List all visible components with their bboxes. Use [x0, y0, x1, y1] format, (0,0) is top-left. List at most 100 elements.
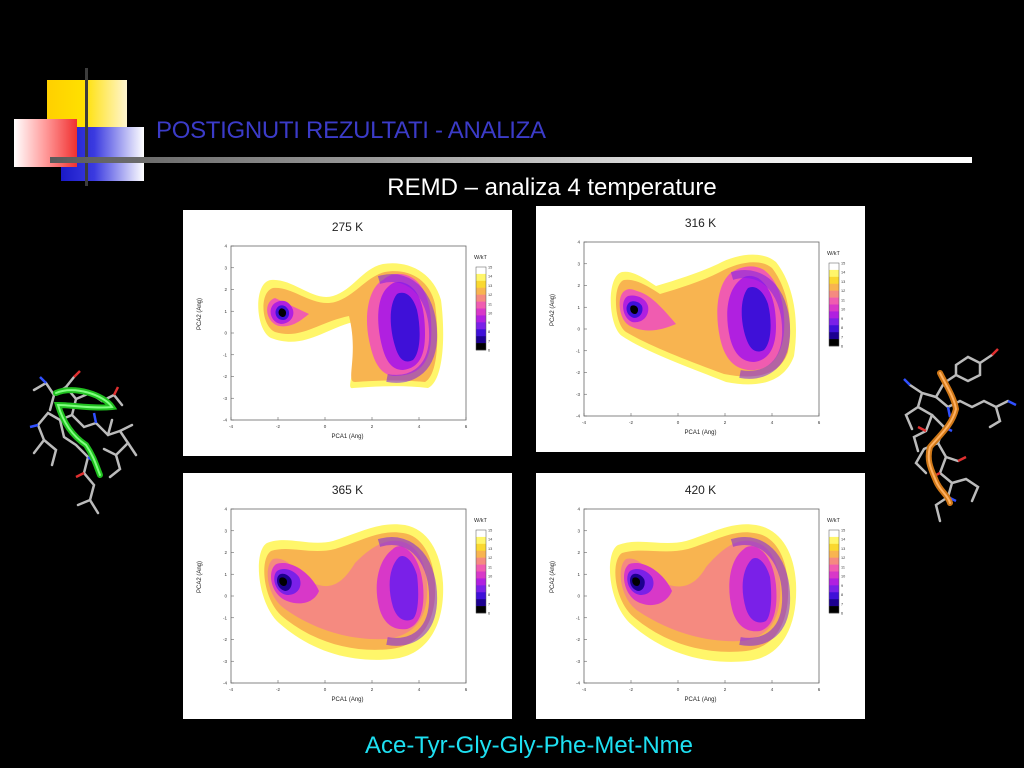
molecule-right-image: [903, 348, 1017, 523]
y-tick-label: 3: [224, 265, 227, 270]
y-tick-label: -3: [576, 659, 580, 664]
colorbar-tick-label: 10: [488, 312, 492, 316]
colorbar-swatch: [829, 276, 839, 285]
free-energy-plot: -4 -2 0 2 4 643210-1-2-3-4W/kT151413121110987…: [576, 240, 845, 426]
y-tick-label: 4: [577, 240, 580, 245]
colorbar-swatch: [476, 301, 486, 309]
panel-title: 316 K: [684, 216, 717, 230]
colorbar-tick-label: 12: [841, 556, 845, 560]
y-tick-label: -2: [576, 370, 580, 375]
y-tick-label: -3: [223, 396, 227, 401]
y-tick-label: 3: [577, 261, 580, 266]
colorbar-tick-label: 9: [488, 584, 490, 588]
y-tick-label: 2: [577, 550, 580, 555]
free-energy-plot: -4 -2 0 2 4 643210-1-2-3-4W/kT151413121110987…: [576, 507, 845, 693]
energy-contour: [730, 270, 791, 379]
colorbar-swatch: [829, 332, 839, 340]
colorbar-tick-label: 9: [488, 321, 490, 325]
colorbar-swatch: [829, 290, 839, 298]
colorbar-swatch: [829, 530, 839, 538]
colorbar-tick-label: 6: [488, 612, 490, 616]
energy-contour: [632, 577, 641, 586]
colorbar-swatch: [476, 280, 486, 289]
colorbar-swatch: [476, 550, 486, 558]
x-tick-label: 2: [724, 420, 727, 425]
y-axis-label: PCA2 (Ang): [197, 297, 203, 330]
colorbar-tick-label: 13: [488, 284, 492, 288]
colorbar-tick-label: 14: [841, 271, 845, 275]
title-rule: [50, 157, 972, 163]
colorbar-swatch: [476, 294, 486, 302]
colorbar-tick-label: 8: [841, 326, 843, 330]
panel-title: 365 K: [331, 483, 364, 497]
colorbar-tick-label: 14: [841, 538, 845, 542]
colorbar-swatch: [829, 599, 839, 607]
x-tick-label: -2: [276, 424, 280, 429]
x-tick-label: 4: [418, 424, 421, 429]
colorbar-swatch: [476, 315, 486, 323]
colorbar-swatch: [829, 339, 839, 347]
colorbar-frame: [475, 529, 487, 614]
colorbar-swatch: [829, 304, 839, 312]
colorbar-swatch: [476, 329, 486, 337]
colorbar-swatch: [476, 571, 486, 579]
slide-subtitle: REMD – analiza 4 temperature: [387, 174, 717, 201]
colorbar-tick-label: 11: [841, 565, 845, 569]
colorbar-frame: [828, 529, 840, 614]
colorbar-tick-label: 15: [841, 262, 845, 266]
colorbar-label: W/kT: [827, 251, 840, 257]
colorbar-swatch: [829, 592, 839, 600]
colorbar-tick-label: 9: [841, 317, 843, 321]
colorbar-swatch: [476, 592, 486, 600]
colorbar-tick-label: 10: [841, 308, 845, 312]
colorbar-swatch: [476, 273, 486, 282]
colorbar-swatch: [829, 543, 839, 552]
x-tick-label: 0: [324, 687, 327, 692]
y-tick-label: 0: [224, 331, 227, 336]
colorbar-swatch: [476, 322, 486, 330]
y-tick-label: 3: [224, 528, 227, 533]
y-tick-label: 0: [224, 594, 227, 599]
colorbar-swatch: [829, 311, 839, 319]
x-tick-label: -2: [629, 687, 633, 692]
colorbar-swatch: [829, 578, 839, 586]
y-tick-label: 4: [577, 507, 580, 512]
x-tick-label: 0: [677, 687, 680, 692]
energy-landscape: [258, 263, 444, 389]
colorbar-label: W/kT: [474, 518, 487, 524]
colorbar-swatch: [476, 536, 486, 545]
colorbar-swatch: [476, 564, 486, 572]
colorbar-swatch: [476, 578, 486, 586]
energy-landscape: [610, 254, 796, 385]
colorbar-label: W/kT: [827, 518, 840, 524]
colorbar-tick-label: 15: [488, 266, 492, 270]
x-tick-label: -2: [629, 420, 633, 425]
colorbar-swatch: [829, 550, 839, 558]
energy-contour: [279, 577, 288, 586]
x-tick-label: -4: [229, 424, 233, 429]
colorbar-swatch: [476, 606, 486, 614]
colorbar-tick-label: 15: [841, 529, 845, 533]
colorbar-swatch: [476, 557, 486, 565]
colorbar-tick-label: 7: [841, 335, 843, 339]
y-axis-label: PCA2 (Ang): [197, 560, 203, 593]
x-tick-label: -2: [276, 687, 280, 692]
panel-316k: -4 -2 0 2 4 6 4 3 2 1 0 -1 -2 -3 -4 W/kT 15 14 13 12 11 10 9 8 7…: [536, 206, 865, 452]
colorbar-swatch: [829, 564, 839, 572]
y-tick-label: -1: [223, 615, 227, 620]
y-tick-label: -1: [223, 352, 227, 357]
y-axis-label: PCA2 (Ang): [550, 293, 556, 326]
energy-landscape: [609, 524, 797, 662]
energy-contour: [274, 555, 419, 621]
free-energy-plot: -4 -2 0 2 4 643210-1-2-3-4W/kT151413121110987…: [223, 507, 492, 693]
energy-landscape: [258, 524, 444, 660]
energy-contour: [275, 292, 420, 362]
x-tick-label: 2: [371, 424, 374, 429]
y-tick-label: -3: [576, 392, 580, 397]
colorbar-swatch: [829, 606, 839, 614]
free-energy-plot: -4 -2 0 2 4 643210-1-2-3-4W/kT151413121110987…: [223, 244, 492, 430]
energy-contour: [377, 274, 438, 383]
y-tick-label: 4: [224, 507, 227, 512]
y-tick-label: 1: [577, 572, 580, 577]
y-tick-label: 1: [224, 572, 227, 577]
